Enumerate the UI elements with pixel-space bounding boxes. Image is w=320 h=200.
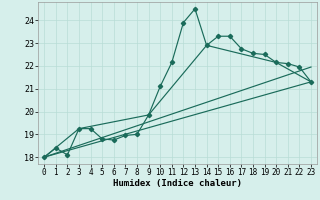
- X-axis label: Humidex (Indice chaleur): Humidex (Indice chaleur): [113, 179, 242, 188]
